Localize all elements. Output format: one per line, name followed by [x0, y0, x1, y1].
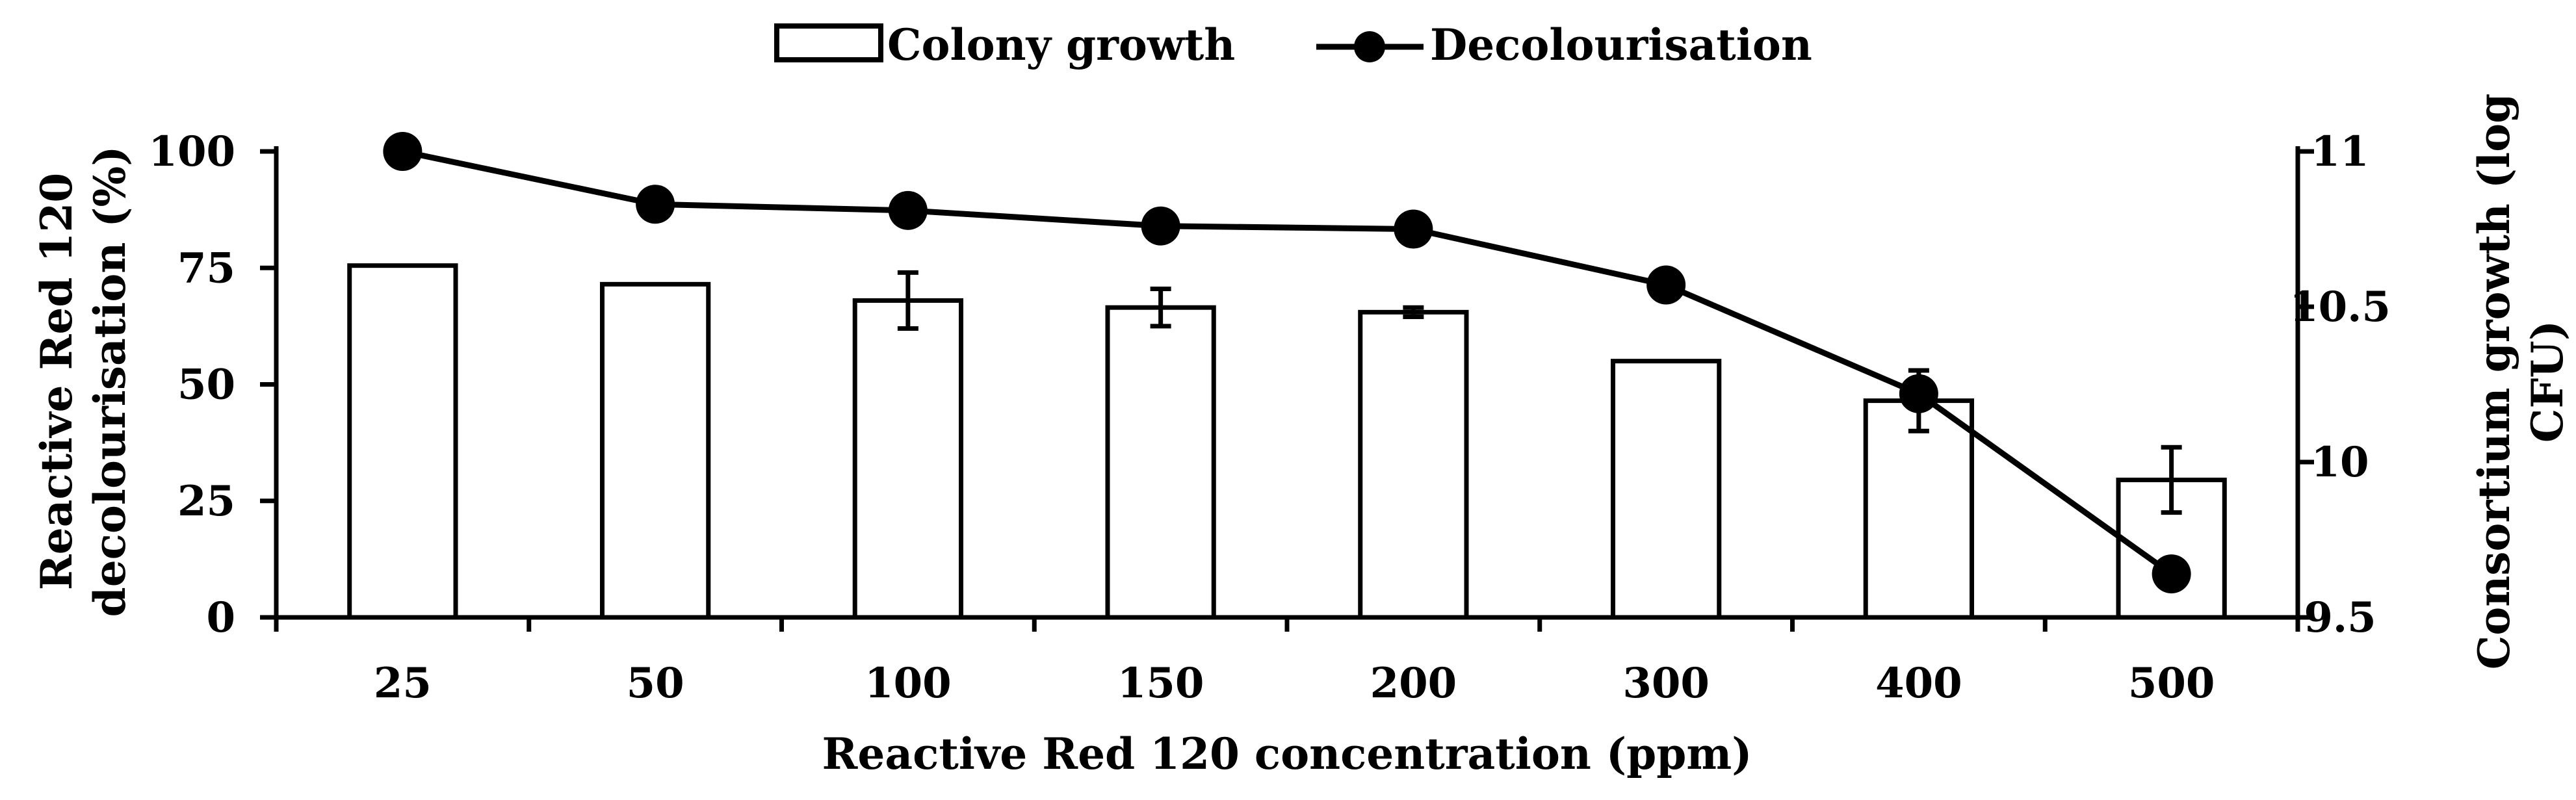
x-tick-label: 200: [1370, 659, 1457, 708]
left-tick-label: 75: [177, 244, 235, 292]
left-tick-label: 0: [206, 593, 235, 642]
right-tick-label: 10: [2311, 438, 2369, 487]
bar: [347, 263, 458, 620]
data-point: [1646, 265, 1686, 305]
bar-series-colony-growth: [347, 263, 2227, 620]
left-tick-label: 25: [177, 477, 235, 526]
data-point: [1141, 206, 1180, 246]
right-axis-ticks: 9.5 10 10.5 11: [2289, 127, 2391, 642]
right-axis-title-line2: CFU): [2522, 320, 2573, 443]
data-point: [383, 132, 423, 171]
x-tick-label: 500: [2128, 659, 2215, 708]
x-tick-label: 150: [1117, 659, 1204, 708]
left-axis-title-line1: Reactive Red 120: [31, 173, 82, 590]
data-point: [888, 190, 928, 230]
x-tick-label: 100: [865, 659, 952, 708]
right-tick-label: 9.5: [2304, 593, 2376, 642]
data-point: [636, 185, 675, 224]
left-tick-label: 50: [177, 361, 235, 409]
x-axis-title: Reactive Red 120 concentration (ppm): [822, 729, 1752, 779]
right-tick-label: 11: [2311, 127, 2369, 176]
legend-marker-decolourisation: [1354, 31, 1385, 62]
x-tick-label: 25: [374, 659, 432, 708]
left-axis-ticks: 0 25 50 75 100: [148, 127, 276, 642]
series-line: [402, 148, 2174, 576]
legend-label-decolourisation: Decolourisation: [1430, 19, 1812, 70]
legend-label-colony-growth: Colony growth: [887, 19, 1235, 70]
bar: [852, 298, 964, 620]
x-axis-ticks: 25 50 100 150 200 300 400 500: [274, 617, 2300, 708]
bar: [1610, 359, 1722, 620]
bar: [1358, 309, 1469, 620]
line-series-decolourisation: [383, 132, 2191, 594]
bar: [599, 281, 711, 620]
right-axis-title: Consortium growth (log CFU): [2469, 94, 2573, 670]
left-axis-title-line2: decolourisation (%): [85, 146, 135, 617]
x-tick-label: 300: [1622, 659, 1710, 708]
data-point: [1394, 209, 1433, 249]
x-tick-label: 50: [627, 659, 684, 708]
legend: Colony growth Decolourisation: [774, 19, 1812, 70]
left-tick-label: 100: [148, 127, 235, 176]
right-tick-label: 10.5: [2289, 283, 2391, 331]
right-axis-title-line1: Consortium growth (log: [2469, 94, 2519, 670]
legend-swatch-colony-growth: [774, 23, 883, 62]
data-point: [1899, 374, 1938, 413]
left-axis-title: Reactive Red 120 decolourisation (%): [31, 146, 135, 617]
data-point: [2152, 554, 2191, 594]
x-tick-label: 400: [1875, 659, 1962, 708]
bar: [1105, 305, 1216, 620]
